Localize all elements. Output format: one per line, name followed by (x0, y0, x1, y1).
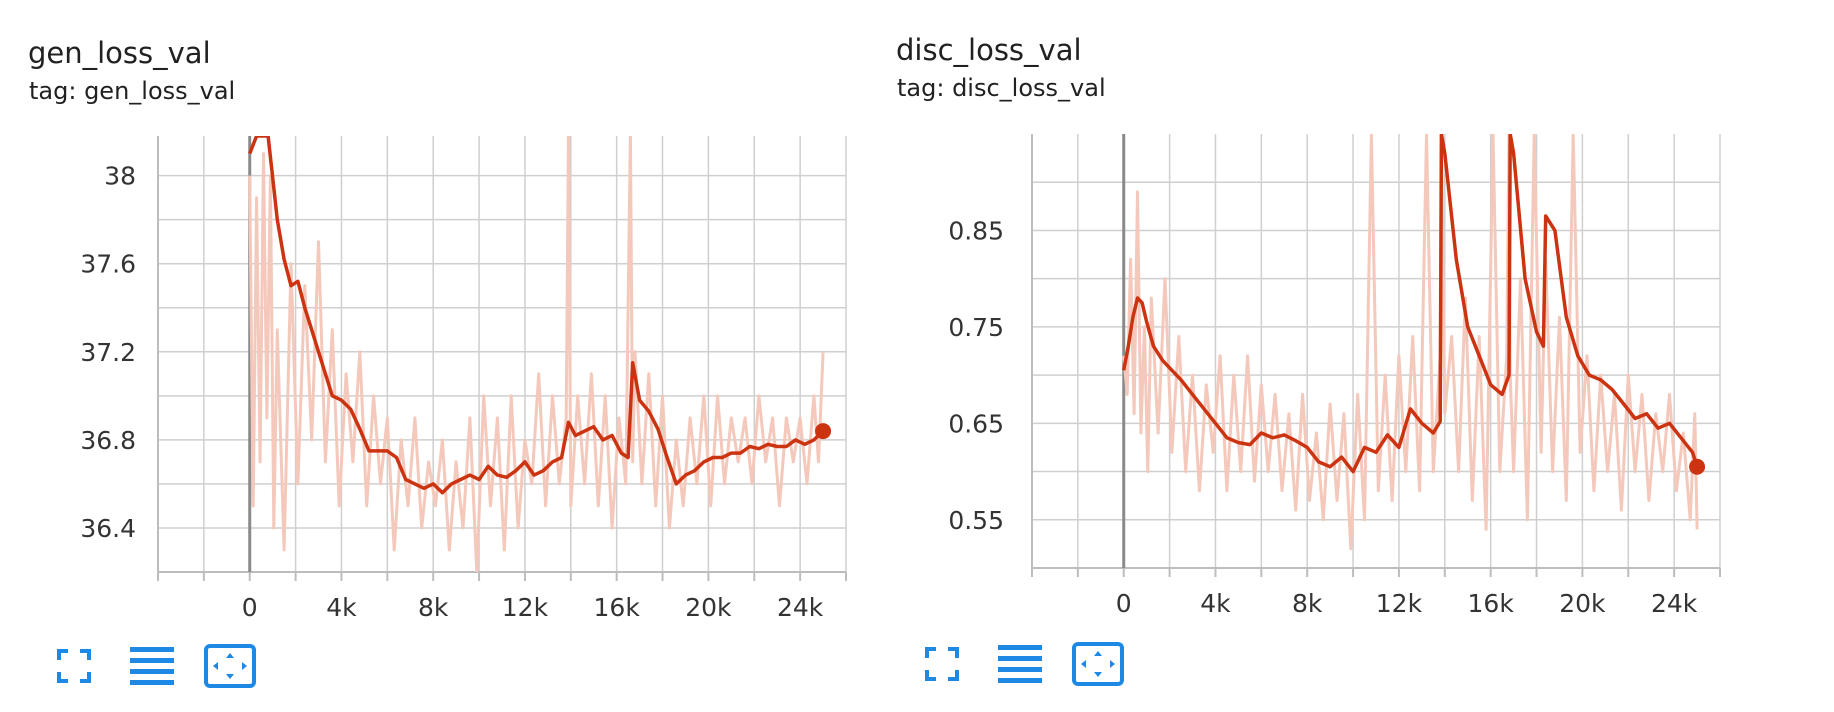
fullscreen-button[interactable] (48, 640, 100, 692)
y-tick-label: 0.55 (948, 506, 1004, 535)
data-table-button[interactable] (994, 638, 1046, 690)
x-tick-label: 0 (1116, 589, 1132, 618)
series-area (1121, 134, 1699, 551)
chart-toolbar (48, 640, 282, 692)
x-tick-label: 8k (418, 593, 449, 622)
y-tick-label: 36.8 (80, 426, 136, 455)
last-value-marker (815, 423, 832, 440)
series-area (248, 136, 825, 572)
x-tick-label: 24k (1651, 589, 1698, 618)
raw-series-line (248, 136, 825, 572)
smoothed-series-line (248, 136, 825, 495)
y-tick-label: 0.75 (948, 313, 1004, 342)
x-tick-label: 12k (502, 593, 549, 622)
gen-loss-card: gen_loss_val tag: gen_loss_val 0 4k 8k 12k 1… (0, 0, 880, 712)
x-tick-label: 8k (1292, 589, 1323, 618)
fit-domain-icon (1072, 642, 1124, 686)
x-tick-label: 20k (1559, 589, 1606, 618)
chart-tag: tag: disc_loss_val (897, 74, 1106, 102)
fit-domain-icon (204, 644, 256, 688)
data-table-icon (998, 645, 1042, 683)
x-tick-label: 12k (1376, 589, 1423, 618)
raw-series-line (1122, 134, 1699, 551)
gen-loss-plot[interactable]: 0 4k 8k 12k 16k 20k 24k 36.4 36.8 37.2 37.6 38 (0, 0, 880, 622)
disc-loss-card: disc_loss_val tag: disc_loss_val 0 4k 8k 12… (880, 0, 1760, 712)
y-tick-label: 0.65 (948, 409, 1004, 438)
chart-toolbar (916, 638, 1150, 690)
x-tick-label: 0 (242, 593, 258, 622)
y-tick-label: 37.2 (80, 338, 136, 367)
x-tick-label: 16k (1468, 589, 1515, 618)
fullscreen-icon (925, 647, 959, 681)
chart-title: gen_loss_val (28, 36, 211, 70)
smoothed-series-line (1121, 134, 1699, 474)
y-tick-label: 37.6 (80, 250, 136, 279)
fit-domain-button[interactable] (204, 640, 256, 692)
fullscreen-icon (57, 649, 91, 683)
fit-domain-button[interactable] (1072, 638, 1124, 690)
x-tick-label: 20k (685, 593, 732, 622)
x-tick-label: 16k (594, 593, 641, 622)
x-tick-label: 4k (326, 593, 357, 622)
x-tick-label: 24k (777, 593, 824, 622)
x-tick-label: 4k (1200, 589, 1231, 618)
disc-loss-plot[interactable]: 0 4k 8k 12k 16k 20k 24k 0.55 0.65 0.75 0.85 (880, 0, 1760, 620)
chart-tag: tag: gen_loss_val (29, 77, 236, 105)
last-value-marker (1689, 458, 1706, 475)
fullscreen-button[interactable] (916, 638, 968, 690)
data-table-button[interactable] (126, 640, 178, 692)
data-table-icon (130, 647, 174, 685)
y-tick-label: 36.4 (80, 514, 136, 543)
y-tick-label: 0.85 (948, 216, 1004, 245)
y-tick-label: 38 (104, 162, 136, 191)
chart-title: disc_loss_val (896, 33, 1082, 67)
